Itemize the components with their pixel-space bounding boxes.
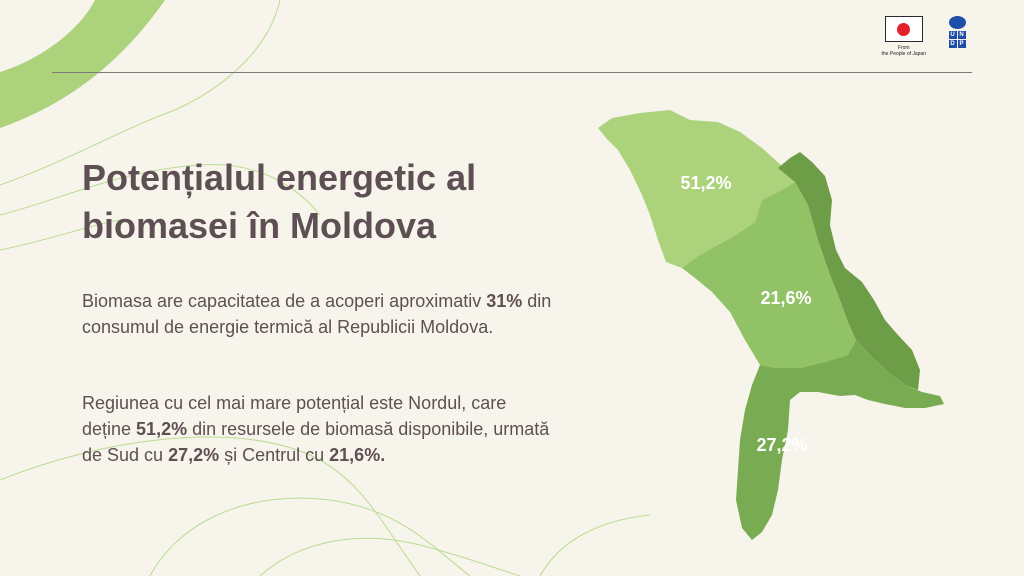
- contour-line: [0, 0, 281, 186]
- contour-line: [539, 514, 651, 576]
- japan-caption: From the People of Japan: [881, 45, 926, 57]
- contour-line: [259, 537, 521, 576]
- highlight-south: 27,2%: [168, 445, 220, 465]
- page-title: Potențialul energetic al biomasei în Mol…: [82, 157, 477, 246]
- map-region-center: [682, 182, 856, 368]
- contour-line: [0, 436, 421, 576]
- un-emblem-icon: [948, 16, 966, 29]
- map-label-center: 21,6%: [760, 288, 811, 308]
- green-swoosh: [0, 0, 165, 128]
- map-region-north: [598, 110, 795, 268]
- contour-line: [0, 163, 321, 216]
- partner-logos: From the People of Japan U N D P: [882, 16, 966, 57]
- contour-line: [0, 219, 121, 251]
- moldova-map: 51,2% 21,6% 27,2%: [598, 110, 944, 540]
- header-divider: [52, 72, 972, 73]
- highlight-north: 51,2%: [136, 419, 188, 439]
- japan-logo: From the People of Japan: [882, 16, 926, 57]
- highlight-31: 31%: [486, 291, 523, 311]
- undp-letters: U N D P: [948, 31, 966, 48]
- region-paragraph: Regiunea cu cel mai mare potențial este …: [82, 393, 550, 465]
- intro-paragraph: Biomasa are capacitatea de a acoperi apr…: [82, 291, 552, 337]
- map-label-south: 27,2%: [756, 435, 807, 455]
- map-region-south: [736, 340, 944, 540]
- undp-logo: U N D P: [948, 16, 966, 48]
- map-label-north: 51,2%: [680, 173, 731, 193]
- japan-flag-icon: [884, 16, 923, 42]
- map-region-transnistria: [778, 152, 920, 390]
- highlight-center: 21,6%.: [329, 445, 386, 465]
- contour-line: [149, 497, 471, 576]
